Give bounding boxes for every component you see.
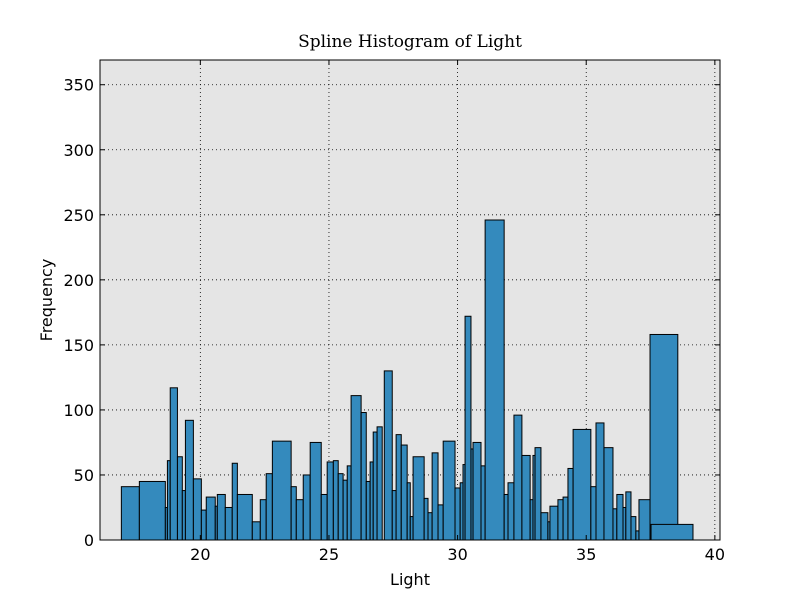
bar (265, 473, 273, 541)
bar (590, 486, 597, 541)
bar (431, 452, 439, 541)
x-tick-label: 20 (190, 545, 210, 564)
bar (342, 479, 348, 541)
bar (295, 499, 304, 541)
y-tick-label: 50 (74, 466, 94, 485)
bar (236, 493, 253, 541)
bar (557, 499, 564, 541)
bar (391, 490, 397, 541)
y-tick-label: 300 (63, 141, 94, 160)
y-tick-label: 150 (63, 336, 94, 355)
bar (572, 428, 592, 541)
x-tick-label: 30 (447, 545, 467, 564)
bar (120, 486, 140, 541)
y-tick-label: 250 (63, 206, 94, 225)
bar (437, 504, 444, 541)
bar (365, 480, 371, 541)
y-tick-label: 200 (63, 271, 94, 290)
bar (231, 462, 238, 541)
bar (309, 441, 322, 541)
bar (454, 487, 461, 541)
bar (337, 473, 344, 541)
bar (472, 441, 482, 541)
bar (427, 512, 433, 541)
y-tick-label: 100 (63, 401, 94, 420)
bar (534, 447, 542, 541)
bar (650, 523, 694, 541)
x-tick-label: 40 (705, 545, 725, 564)
bar (376, 426, 383, 541)
y-tick-label: 0 (84, 531, 94, 550)
bar (595, 422, 605, 541)
bar (521, 454, 531, 541)
bar (638, 499, 652, 541)
bar (503, 493, 509, 541)
bar (205, 496, 216, 541)
bar (360, 412, 367, 541)
x-tick-label: 25 (319, 545, 339, 564)
bar (412, 456, 425, 541)
plot-background (100, 60, 720, 540)
bar (549, 505, 559, 541)
bar (200, 509, 207, 541)
bar (383, 370, 393, 541)
bar (169, 387, 178, 541)
bar (192, 478, 202, 541)
bar (372, 431, 378, 541)
x-axis-label: Light (390, 570, 430, 589)
bar (290, 486, 297, 541)
chart-title: Spline Histogram of Light (298, 32, 522, 52)
bar (400, 444, 408, 541)
bar (326, 461, 334, 541)
bar (616, 493, 624, 541)
bar (630, 516, 637, 541)
bar (216, 493, 226, 541)
bar (320, 493, 328, 541)
y-axis-label: Frequency (37, 259, 56, 342)
bar (259, 499, 267, 541)
bar (625, 491, 632, 541)
bar (350, 395, 362, 541)
bar (271, 440, 292, 541)
bar (484, 219, 505, 541)
bar (567, 467, 574, 541)
bar (480, 465, 486, 541)
bar (346, 465, 352, 541)
bar (184, 419, 194, 541)
bar (332, 460, 339, 541)
bar (612, 508, 618, 541)
bar (562, 496, 569, 541)
bar (138, 480, 166, 541)
bar (395, 434, 402, 541)
bar (540, 512, 549, 541)
bar (251, 521, 261, 541)
bar (507, 482, 515, 541)
bar (513, 414, 523, 541)
y-tick-label: 350 (63, 76, 94, 95)
bar (464, 315, 472, 541)
bar (302, 474, 311, 541)
bar (423, 497, 429, 541)
x-tick-label: 35 (576, 545, 596, 564)
bar (649, 333, 679, 541)
plot-frame (99, 59, 721, 541)
bar (224, 506, 233, 541)
bar (176, 456, 183, 541)
bar (603, 447, 614, 541)
bar (442, 440, 456, 541)
